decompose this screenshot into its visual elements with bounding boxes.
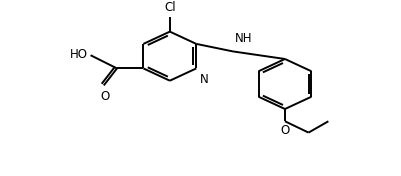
Text: HO: HO [70, 48, 88, 61]
Text: NH: NH [235, 32, 253, 45]
Text: Cl: Cl [164, 1, 176, 14]
Text: O: O [100, 90, 109, 103]
Text: N: N [200, 73, 209, 86]
Text: O: O [280, 124, 290, 137]
